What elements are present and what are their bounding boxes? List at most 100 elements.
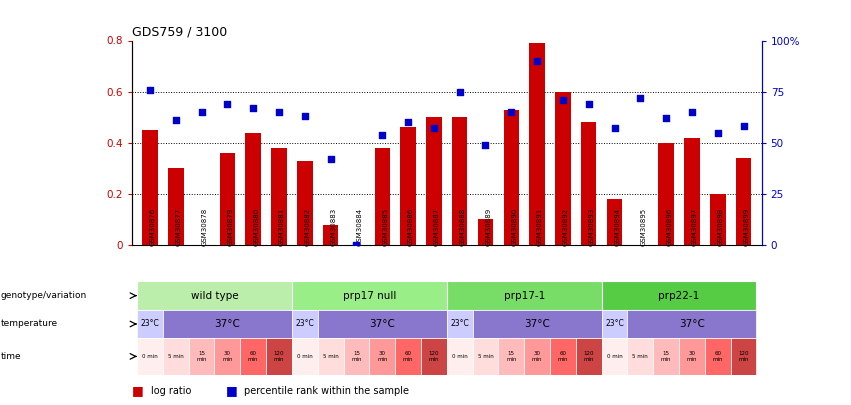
Text: GSM30886: GSM30886 [408,208,414,246]
Point [350,242,363,248]
Text: percentile rank within the sample: percentile rank within the sample [244,386,409,396]
Text: GSM30884: GSM30884 [357,208,363,246]
Bar [679,338,705,375]
Text: GSM30889: GSM30889 [485,208,492,246]
Text: 15
min: 15 min [351,351,362,362]
Text: 37°C: 37°C [214,319,240,329]
Text: GSM30893: GSM30893 [589,208,595,246]
Bar [447,338,472,375]
Text: 15
min: 15 min [506,351,517,362]
Text: GSM30876: GSM30876 [150,208,156,246]
Text: 120
min: 120 min [584,351,594,362]
Point [324,156,338,162]
Text: prp17 null: prp17 null [343,291,396,301]
Text: GSM30892: GSM30892 [563,208,569,246]
Point [530,58,544,64]
Bar [529,43,545,245]
Text: 30
min: 30 min [532,351,542,362]
Bar [477,220,494,245]
Bar [421,338,447,375]
Text: GSM30899: GSM30899 [744,208,750,246]
Bar [447,281,602,310]
Bar [654,338,679,375]
Point [453,88,466,95]
Bar [524,338,550,375]
Text: GSM30890: GSM30890 [511,208,517,246]
Text: log ratio: log ratio [151,386,191,396]
Bar [137,310,163,338]
Bar [369,338,395,375]
Point [298,113,311,119]
Text: GDS759 / 3100: GDS759 / 3100 [132,26,227,38]
Text: GSM30896: GSM30896 [666,208,672,246]
Text: 15
min: 15 min [661,351,671,362]
Text: 120
min: 120 min [429,351,439,362]
Bar [292,338,317,375]
Text: GSM30879: GSM30879 [227,208,233,246]
Point [143,86,157,93]
Text: 60
min: 60 min [712,351,723,362]
Text: GSM30883: GSM30883 [331,208,337,246]
Text: 30
min: 30 min [222,351,232,362]
Text: 30
min: 30 min [377,351,387,362]
Bar [220,153,235,245]
Point [633,94,647,101]
Bar [555,92,571,245]
Bar [426,117,442,245]
Bar [710,194,726,245]
Text: 23°C: 23°C [605,320,624,328]
Bar [374,148,390,245]
Point [582,101,596,107]
Bar [317,310,447,338]
Bar [627,310,757,338]
Text: 0 min: 0 min [297,354,312,359]
Bar [400,128,416,245]
Text: 0 min: 0 min [452,354,467,359]
Point [685,109,699,115]
Point [556,96,569,103]
Point [220,101,234,107]
Text: 5 min: 5 min [168,354,184,359]
Text: 0 min: 0 min [142,354,157,359]
Point [402,119,415,126]
Point [169,117,183,124]
Bar [163,310,292,338]
Text: temperature: temperature [1,320,58,328]
Bar [550,338,576,375]
Text: 23°C: 23°C [140,320,159,328]
Bar [317,338,344,375]
Bar [452,117,467,245]
Bar [168,168,184,245]
Bar [137,338,163,375]
Bar [607,199,622,245]
Bar [684,138,700,245]
Text: GSM30878: GSM30878 [202,208,208,246]
Text: GSM30885: GSM30885 [382,208,388,246]
Point [711,129,724,136]
Point [608,125,621,132]
Text: GSM30897: GSM30897 [692,208,698,246]
Bar [705,338,731,375]
Text: 120
min: 120 min [274,351,284,362]
Bar [504,109,519,245]
Text: GSM30887: GSM30887 [434,208,440,246]
Bar [576,338,602,375]
Text: ■: ■ [226,384,237,397]
Point [272,109,286,115]
Text: GSM30882: GSM30882 [305,208,311,246]
Bar [472,338,499,375]
Bar [602,338,627,375]
Text: GSM30880: GSM30880 [254,208,260,246]
Bar [499,338,524,375]
Text: 15
min: 15 min [197,351,207,362]
Text: GSM30894: GSM30894 [614,208,620,246]
Text: GSM30888: GSM30888 [460,208,465,246]
Text: 120
min: 120 min [739,351,749,362]
Text: 60
min: 60 min [403,351,414,362]
Bar [142,130,157,245]
Text: GSM30895: GSM30895 [640,208,647,246]
Bar [627,338,654,375]
Bar [245,132,261,245]
Text: wild type: wild type [191,291,238,301]
Bar [447,310,472,338]
